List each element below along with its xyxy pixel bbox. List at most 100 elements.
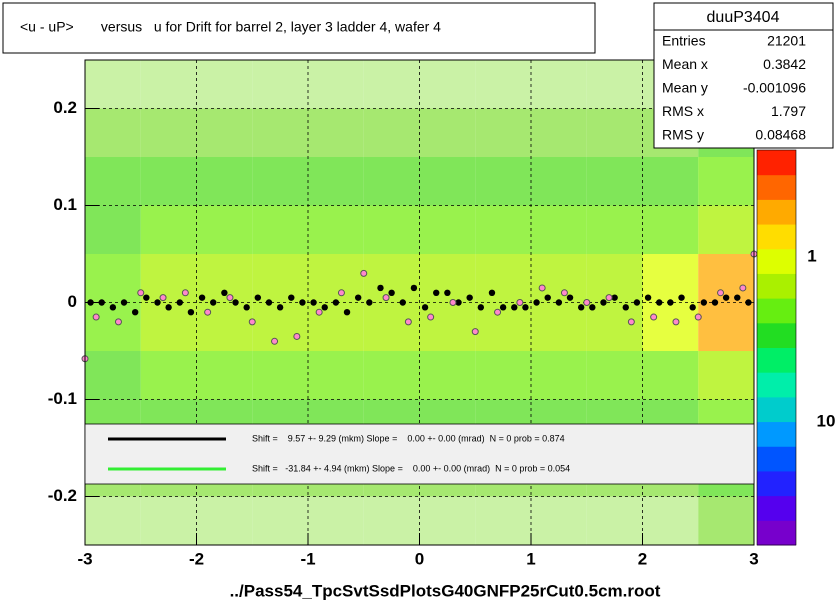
profile-point — [516, 299, 524, 306]
profile-point — [159, 294, 167, 302]
heatmap-cell — [419, 302, 476, 351]
stats-value: 0.3842 — [763, 56, 806, 72]
stats-value: -0.001096 — [743, 80, 806, 96]
heatmap-cell — [531, 60, 587, 109]
color-scale-label: 10 — [817, 411, 836, 430]
profile-point — [611, 294, 618, 301]
heatmap-cell — [586, 205, 643, 254]
heatmap-cell — [698, 496, 754, 545]
profile-point — [254, 294, 262, 301]
heatmap-cell — [308, 302, 364, 351]
stats-title: duuP3404 — [707, 9, 780, 26]
stats-value: 21201 — [767, 33, 806, 49]
heatmap-cell — [363, 157, 420, 206]
profile-point — [739, 284, 747, 292]
heatmap-cell — [531, 254, 587, 303]
profile-point — [488, 289, 496, 296]
heatmap-cell — [196, 60, 253, 109]
profile-point — [321, 304, 328, 311]
heatmap-cell — [698, 302, 754, 351]
profile-point — [538, 284, 546, 292]
profile-point — [198, 294, 206, 301]
profile-point — [187, 309, 195, 316]
color-scale-label: 1 — [807, 246, 816, 265]
profile-point — [337, 289, 345, 297]
heatmap-cell — [140, 157, 197, 206]
heatmap-cell — [642, 351, 699, 400]
heatmap-cell — [140, 496, 197, 545]
profile-point — [137, 289, 145, 297]
profile-point — [181, 289, 189, 297]
heatmap-cell — [196, 496, 253, 545]
heatmap-cell — [475, 108, 531, 157]
profile-point — [360, 269, 368, 277]
profile-point — [114, 318, 122, 326]
profile-point — [354, 294, 362, 301]
heatmap-cell — [252, 205, 308, 254]
heatmap-cell — [252, 254, 308, 303]
profile-point — [622, 304, 629, 311]
color-scale-step — [757, 150, 796, 176]
y-tick-label: -0.2 — [48, 486, 77, 505]
color-scale-frame — [756, 149, 797, 546]
heatmap-cell — [642, 205, 699, 254]
heatmap-cell — [363, 351, 420, 400]
color-scale-step — [757, 421, 796, 447]
profile-point — [499, 304, 507, 311]
color-scale-step — [757, 396, 796, 423]
profile-point — [265, 299, 273, 306]
x-tick-label: 1 — [526, 549, 535, 568]
profile-point — [382, 294, 390, 302]
profile-point — [734, 294, 741, 301]
heatmap-cell — [140, 205, 197, 254]
heatmap-cell — [308, 254, 364, 303]
heatmap-cell — [419, 351, 476, 400]
stats-label: Mean y — [662, 80, 708, 96]
heatmap-cell — [419, 205, 476, 254]
profile-point — [605, 294, 613, 302]
heatmap-cell — [531, 205, 587, 254]
heatmap-cell — [196, 302, 253, 351]
color-scale-step — [757, 199, 796, 225]
heatmap-cell — [642, 254, 699, 303]
profile-point — [511, 304, 518, 311]
profile-point — [276, 304, 284, 311]
heatmap-cell — [475, 254, 531, 303]
profile-point — [722, 294, 730, 301]
color-scale: 0110 — [756, 82, 836, 546]
chart-title: <u - uP> versus u for Drift for barrel 2… — [20, 19, 441, 35]
profile-point — [544, 294, 551, 301]
profile-point — [399, 299, 406, 306]
y-tick-label: 0 — [68, 292, 77, 311]
heatmap-cell — [85, 108, 141, 157]
legend-label: Shift = 9.57 +- 9.29 (mkm) Slope = 0.00 … — [252, 433, 565, 443]
stats-value: 1.797 — [771, 103, 806, 119]
profile-point — [271, 337, 279, 345]
profile-point — [656, 299, 663, 306]
stats-value: 0.08468 — [755, 127, 806, 143]
profile-point — [165, 304, 172, 311]
heatmap-cell — [363, 108, 420, 157]
heatmap-cell — [252, 496, 308, 545]
heatmap-cell — [85, 157, 141, 206]
x-tick-label: -3 — [77, 549, 92, 568]
heatmap-cell — [85, 302, 141, 351]
heatmap-cell — [642, 157, 699, 206]
stats-label: Entries — [662, 33, 706, 49]
profile-point — [293, 332, 301, 340]
color-scale-step — [757, 520, 796, 546]
color-scale-step — [757, 347, 796, 373]
heatmap-cell — [698, 254, 754, 303]
heatmap-cell — [531, 302, 587, 351]
color-scale-step — [757, 446, 796, 472]
heatmap-cell — [140, 254, 197, 303]
profile-point — [410, 284, 418, 292]
profile-point — [248, 318, 256, 326]
heatmap-cell — [586, 157, 643, 206]
legend-box — [84, 423, 755, 485]
profile-point — [566, 294, 574, 301]
heatmap-cell — [586, 108, 643, 157]
heatmap-cell — [308, 108, 364, 157]
profile-point — [627, 318, 635, 326]
